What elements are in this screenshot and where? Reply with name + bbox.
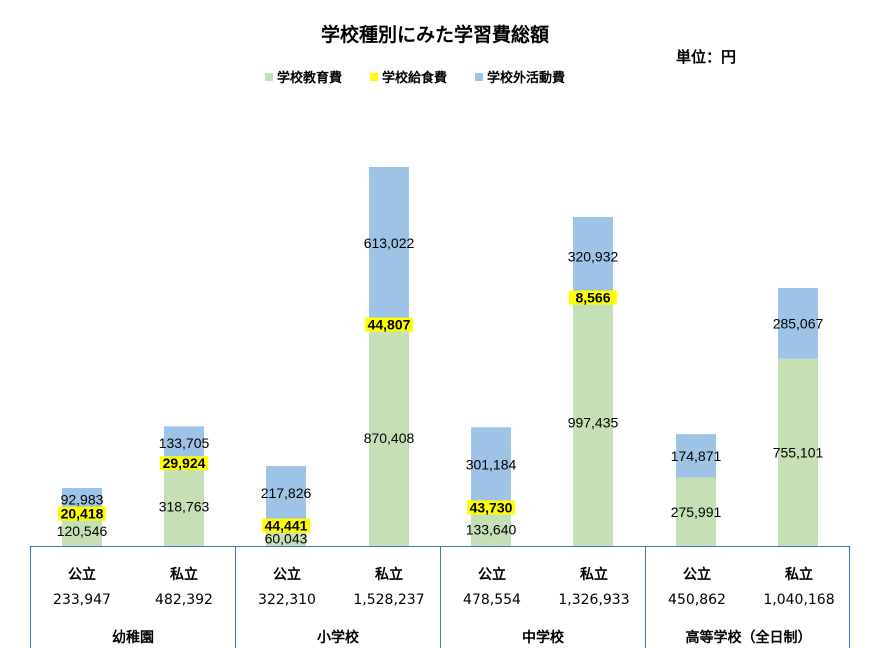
legend-swatch <box>475 72 484 81</box>
bar-segment <box>62 516 102 546</box>
bar-segment <box>369 167 409 320</box>
legend-item-education: 学校教育費 <box>265 67 342 86</box>
data-label: 285,067 <box>773 315 824 331</box>
data-label: 997,435 <box>568 414 619 430</box>
data-label-background <box>569 290 617 305</box>
ownership-label: 私立 <box>375 567 403 583</box>
ownership-label: 公立 <box>478 567 506 583</box>
ownership-label: 私立 <box>170 567 198 583</box>
bar-segment <box>778 358 818 546</box>
data-label: 44,807 <box>368 317 411 333</box>
legend-swatch <box>265 72 273 81</box>
data-label-background <box>365 317 413 332</box>
data-label: 613,022 <box>364 235 415 251</box>
data-label: 174,871 <box>671 448 722 464</box>
data-label: 318,763 <box>159 498 210 514</box>
data-label: 870,408 <box>364 430 415 446</box>
total-label: 322,310 <box>258 592 316 608</box>
data-label: 301,184 <box>466 457 517 473</box>
data-label: 60,043 <box>265 531 308 547</box>
total-label: 482,392 <box>155 592 213 608</box>
data-label-background <box>160 456 208 471</box>
data-label: 92,983 <box>61 492 104 508</box>
total-label: 478,554 <box>463 592 521 608</box>
bar-segment <box>369 330 409 546</box>
bar-segment <box>676 477 716 546</box>
total-label: 1,326,933 <box>558 592 630 608</box>
bar-segment <box>676 434 716 478</box>
data-label: 20,418 <box>61 506 104 522</box>
bar-segment <box>266 531 306 546</box>
category-group: 公立 322,310 私立 1,528,237 小学校 <box>236 547 441 648</box>
bar-segment <box>573 298 613 546</box>
legend-item-outside: 学校外活動費 <box>475 67 565 86</box>
category-label: 小学校 <box>317 630 359 646</box>
bar-segment <box>471 512 511 546</box>
category-group: 公立 478,554 私立 1,326,933 中学校 <box>441 547 646 648</box>
data-label: 29,924 <box>163 455 206 471</box>
ownership-label: 私立 <box>785 567 813 583</box>
ownership-label: 私立 <box>580 567 608 583</box>
bar-segment <box>62 487 102 512</box>
total-label: 1,040,168 <box>763 592 835 608</box>
data-label: 320,932 <box>568 249 619 265</box>
bar-segment <box>164 466 204 546</box>
bar-segment <box>471 427 511 503</box>
legend-label: 学校教育費 <box>277 71 343 86</box>
category-label: 幼稚園 <box>112 630 154 646</box>
legend-swatch <box>370 72 379 81</box>
category-group: 公立 233,947 私立 482,392 幼稚園 <box>31 547 236 648</box>
unit-label: 単位：円 <box>676 48 737 66</box>
category-table: 公立 233,947 私立 482,392 幼稚園 公立 322,310 私立 1,528,23… <box>30 546 850 648</box>
bar-segment <box>266 466 306 521</box>
legend: 学校教育費 学校給食費 学校外活動費 <box>265 67 565 86</box>
data-label: 133,640 <box>466 521 517 537</box>
data-label-background <box>262 518 310 533</box>
legend-label: 学校外活動費 <box>487 71 566 86</box>
total-label: 233,947 <box>53 592 111 608</box>
data-label: 133,705 <box>159 435 210 451</box>
ownership-label: 公立 <box>273 567 301 583</box>
total-label: 1,528,237 <box>353 592 425 608</box>
data-label: 8,566 <box>575 290 610 306</box>
data-label: 44,441 <box>265 518 308 534</box>
total-label: 450,862 <box>668 592 726 608</box>
data-label: 275,991 <box>671 504 722 520</box>
data-label-background <box>58 506 106 521</box>
bar-segment <box>778 288 818 359</box>
data-label: 120,546 <box>57 523 108 539</box>
bar-segment <box>573 216 613 297</box>
category-label: 中学校 <box>522 630 564 646</box>
data-label: 43,730 <box>470 499 513 515</box>
data-label-background <box>467 500 515 515</box>
data-label: 217,826 <box>261 485 312 501</box>
bar-segment <box>164 426 204 460</box>
chart-title: 学校種別にみた学習費総額 <box>320 24 549 46</box>
ownership-label: 公立 <box>68 567 96 583</box>
legend-item-lunch: 学校給食費 <box>370 67 447 86</box>
legend-label: 学校給食費 <box>382 71 448 86</box>
category-group: 公立 450,862 私立 1,040,168 高等学校（全日制） <box>646 547 851 648</box>
ownership-label: 公立 <box>683 567 711 583</box>
category-label: 高等学校（全日制） <box>685 630 812 646</box>
data-label: 755,101 <box>773 444 824 460</box>
